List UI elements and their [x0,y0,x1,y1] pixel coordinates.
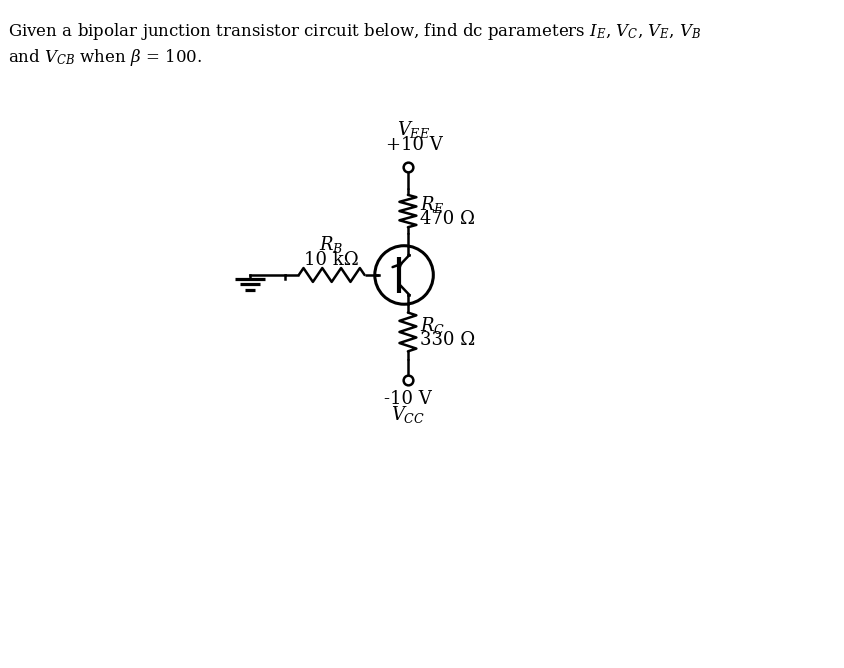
Text: 10 kΩ: 10 kΩ [305,250,359,269]
Text: $V_{EE}$: $V_{EE}$ [398,119,430,140]
Text: $R_C$: $R_C$ [420,315,446,335]
Text: -10 V: -10 V [384,389,432,407]
Text: 330 Ω: 330 Ω [420,331,475,349]
Text: and $V_{CB}$ when $\beta$ = 100.: and $V_{CB}$ when $\beta$ = 100. [8,47,203,67]
Text: Given a bipolar junction transistor circuit below, find dc parameters $I_E$, $V_: Given a bipolar junction transistor circ… [8,21,701,42]
Text: $V_{CC}$: $V_{CC}$ [391,403,425,425]
Text: +10 V: +10 V [386,136,442,154]
Text: 470 Ω: 470 Ω [420,210,475,228]
Text: $R_E$: $R_E$ [420,194,445,214]
Text: $R_B$: $R_B$ [319,234,344,255]
